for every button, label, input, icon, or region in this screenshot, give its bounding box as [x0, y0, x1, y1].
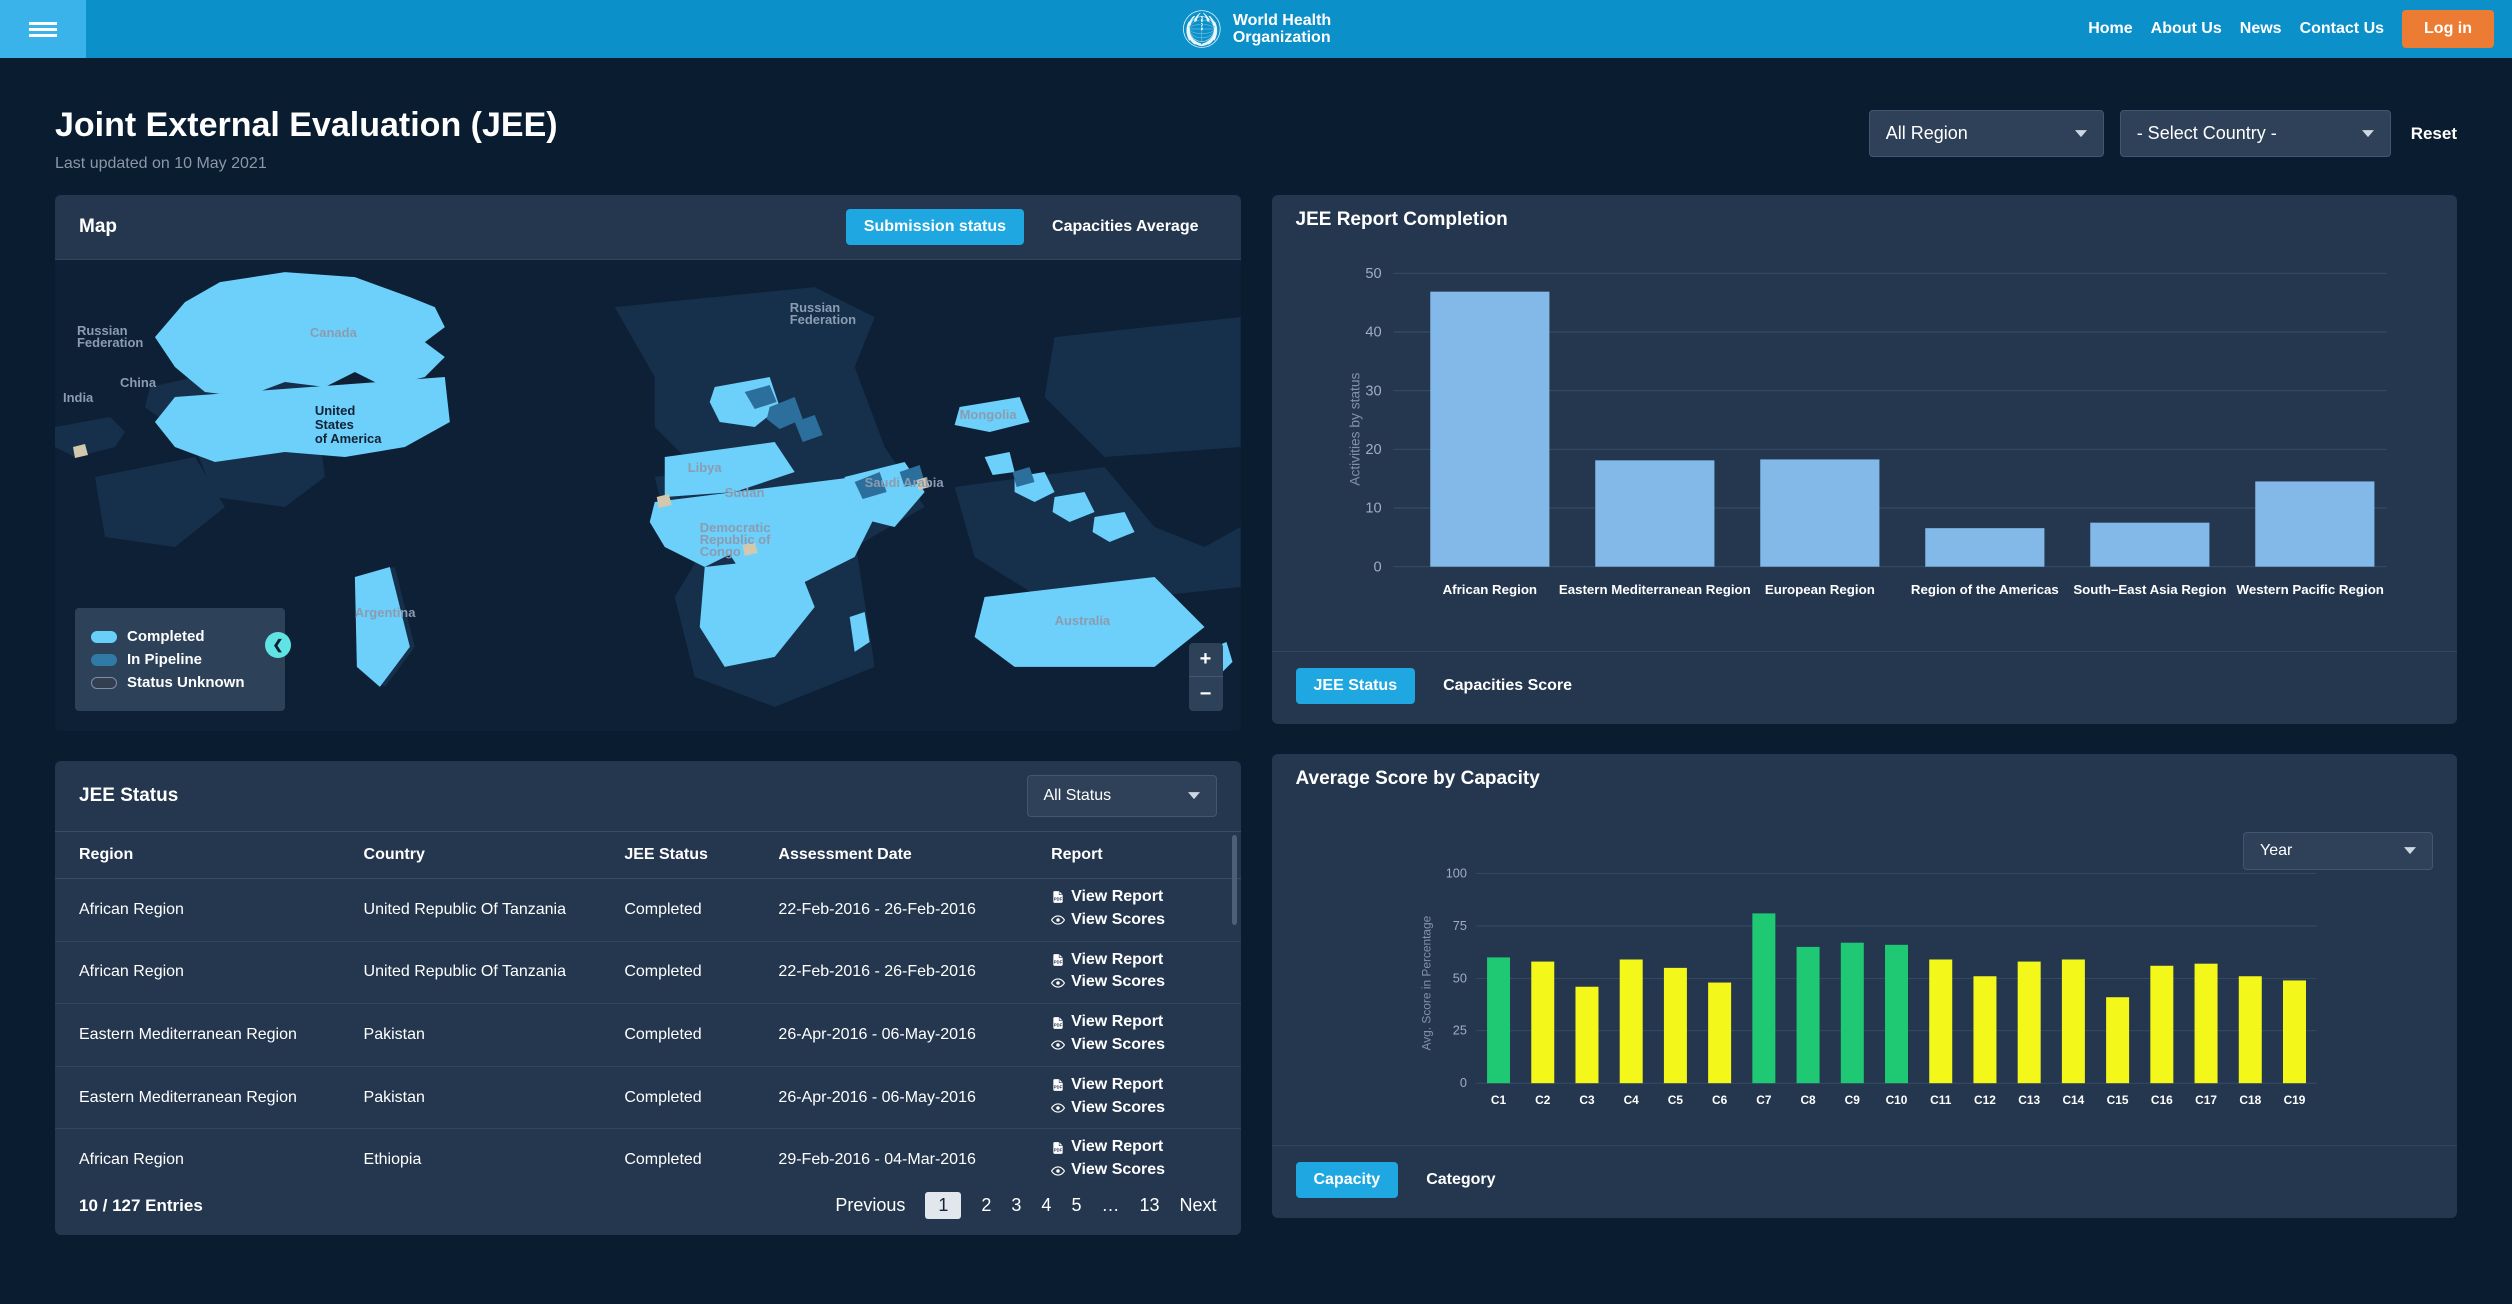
svg-text:75: 75 [1452, 919, 1466, 933]
svg-text:South–East Asia Region: South–East Asia Region [2073, 582, 2226, 597]
svg-text:C17: C17 [2195, 1093, 2217, 1107]
svg-text:African Region: African Region [1442, 582, 1536, 597]
svg-text:PDF: PDF [1054, 959, 1063, 964]
svg-text:C11: C11 [1930, 1093, 1952, 1107]
svg-text:Mongolia: Mongolia [960, 407, 1018, 422]
svg-text:C7: C7 [1756, 1093, 1772, 1107]
svg-text:Region of the Americas: Region of the Americas [1910, 582, 2058, 597]
svg-text:Congo: Congo [700, 544, 741, 559]
svg-text:10: 10 [1365, 501, 1381, 517]
svg-text:C15: C15 [2106, 1093, 2128, 1107]
svg-text:30: 30 [1365, 383, 1381, 399]
svg-text:Australia: Australia [1055, 613, 1111, 628]
svg-text:Federation: Federation [790, 312, 856, 327]
svg-text:50: 50 [1452, 971, 1466, 985]
svg-text:C12: C12 [1974, 1093, 1996, 1107]
svg-text:C2: C2 [1535, 1093, 1551, 1107]
svg-text:C5: C5 [1667, 1093, 1683, 1107]
svg-text:Libya: Libya [688, 460, 723, 475]
svg-text:Sudan: Sudan [725, 485, 765, 500]
svg-text:C1: C1 [1490, 1093, 1506, 1107]
svg-text:Avg. Score in Percentage: Avg. Score in Percentage [1419, 915, 1433, 1050]
svg-text:India: India [63, 390, 94, 405]
svg-text:C4: C4 [1623, 1093, 1639, 1107]
svg-text:Federation: Federation [77, 335, 143, 350]
svg-text:50: 50 [1365, 266, 1381, 282]
svg-text:PDF: PDF [1054, 1147, 1063, 1152]
svg-text:25: 25 [1452, 1024, 1466, 1038]
svg-text:States: States [315, 417, 354, 432]
svg-text:100: 100 [1445, 867, 1466, 881]
svg-text:Saudi Arabia: Saudi Arabia [865, 475, 945, 490]
svg-text:C16: C16 [2150, 1093, 2172, 1107]
svg-text:Argentina: Argentina [355, 605, 416, 620]
svg-text:C6: C6 [1712, 1093, 1728, 1107]
svg-text:40: 40 [1365, 325, 1381, 341]
svg-text:C18: C18 [2239, 1093, 2261, 1107]
svg-text:C19: C19 [2283, 1093, 2305, 1107]
svg-text:20: 20 [1365, 442, 1381, 458]
svg-text:United: United [315, 403, 355, 418]
svg-text:Western Pacific Region: Western Pacific Region [2236, 582, 2383, 597]
svg-text:PDF: PDF [1054, 1022, 1063, 1027]
svg-text:C3: C3 [1579, 1093, 1595, 1107]
svg-text:Activities by status: Activities by status [1347, 373, 1362, 486]
svg-text:European Region: European Region [1764, 582, 1874, 597]
svg-text:C10: C10 [1885, 1093, 1907, 1107]
svg-text:Eastern Mediterranean Region: Eastern Mediterranean Region [1558, 582, 1750, 597]
svg-text:C8: C8 [1800, 1093, 1816, 1107]
svg-text:of America: of America [315, 431, 382, 446]
svg-text:PDF: PDF [1054, 897, 1063, 902]
svg-text:C14: C14 [2062, 1093, 2084, 1107]
svg-text:0: 0 [1459, 1076, 1466, 1090]
svg-text:PDF: PDF [1054, 1085, 1063, 1090]
svg-text:0: 0 [1373, 559, 1381, 575]
svg-text:China: China [120, 375, 157, 390]
svg-text:C9: C9 [1844, 1093, 1860, 1107]
svg-text:C13: C13 [2018, 1093, 2040, 1107]
svg-text:Canada: Canada [310, 325, 358, 340]
